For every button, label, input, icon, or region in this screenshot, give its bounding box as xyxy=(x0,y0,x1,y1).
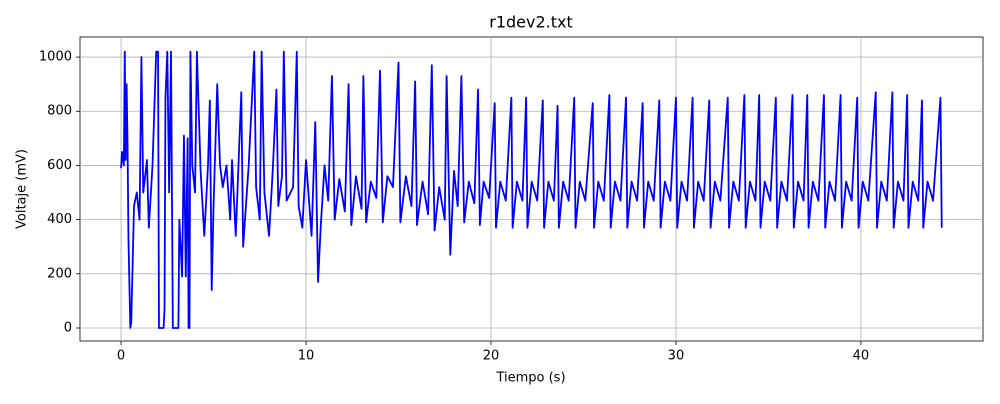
x-tick-label: 30 xyxy=(668,349,685,364)
y-axis-label: Voltaje (mV) xyxy=(15,149,30,229)
x-tick-label: 10 xyxy=(298,349,315,364)
y-tick-label: 1000 xyxy=(39,50,72,65)
plot-frame xyxy=(79,36,984,342)
x-tick-label: 40 xyxy=(853,349,870,364)
line-series xyxy=(120,50,943,329)
y-tick-label: 400 xyxy=(47,212,72,227)
x-axis-label: Tiempo (s) xyxy=(495,371,565,386)
y-tick-label: 200 xyxy=(47,266,72,281)
x-tick-label: 0 xyxy=(117,349,125,364)
y-tick-label: 0 xyxy=(64,320,72,335)
chart-title: r1dev2.txt xyxy=(489,13,573,32)
y-tick-label: 600 xyxy=(47,158,72,173)
y-tick-label: 800 xyxy=(47,104,72,119)
x-tick-label: 20 xyxy=(483,349,500,364)
